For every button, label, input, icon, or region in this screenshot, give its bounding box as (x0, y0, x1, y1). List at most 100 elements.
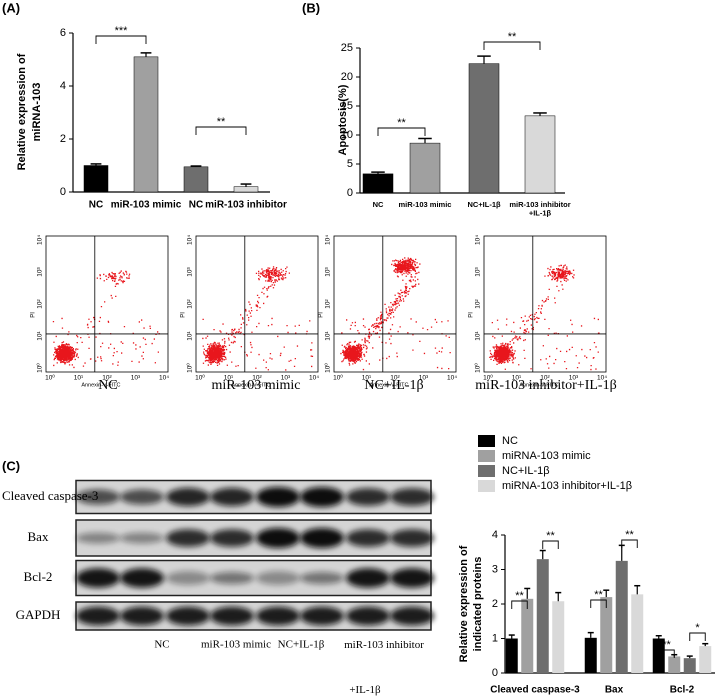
blot-band (256, 528, 300, 548)
bracket-line (511, 600, 528, 609)
x-tick-label: miR-103 mimic (111, 200, 182, 211)
bar (668, 656, 681, 673)
error-bar (190, 165, 202, 167)
blot-band (300, 487, 344, 507)
bracket-line (658, 649, 675, 658)
y-axis-label: Relative expression of (458, 545, 470, 662)
bar (699, 646, 712, 673)
lane-label: miR-103 inhibitor +IL-1β (344, 639, 424, 696)
flow-caption: NC (98, 378, 117, 393)
blot-band (120, 568, 164, 588)
blot-band (346, 568, 390, 588)
plot-frame (45, 235, 169, 373)
y-axis-label: PI (181, 312, 187, 318)
blot-strip (75, 519, 434, 557)
blot-strip (75, 559, 434, 597)
x-tick-label: 10² (390, 375, 400, 382)
x-tick-label: 10⁴ (159, 375, 169, 382)
y-tick-label: 0 (60, 186, 66, 198)
y-tick-label: 15 (341, 100, 353, 112)
y-axis-label: PI (31, 312, 37, 318)
blot-band (300, 606, 344, 626)
x-axis-label: Annexin-V-FITC (519, 382, 558, 388)
bar (536, 559, 549, 673)
error-bar (686, 655, 693, 659)
y-tick-label: 10⁰ (36, 363, 44, 373)
y-tick-label: 25 (341, 42, 353, 54)
error-bar (539, 549, 546, 560)
significance-bracket: ** (195, 116, 247, 135)
significance-bracket: ** (377, 117, 426, 136)
x-tick-label: Bax (605, 685, 624, 696)
blot-band (166, 529, 210, 547)
y-tick-label: 20 (341, 71, 353, 83)
row-label: Bax (28, 529, 49, 544)
x-axis-label: Annexin-V-FITC (369, 382, 408, 388)
x-tick-label: NC+IL-1β (467, 200, 501, 209)
significance-label: ** (515, 590, 524, 602)
x-tick-label: 10⁴ (447, 375, 457, 382)
bar (362, 173, 394, 194)
blot-band (166, 571, 210, 585)
x-tick-label: miR-103 inhibitor +IL-1β (509, 200, 570, 218)
x-tick-label: 10¹ (74, 375, 84, 382)
y-axis-label: Apoptosis(%) (337, 84, 349, 155)
y-tick-label: 4 (60, 80, 66, 92)
bar (683, 658, 696, 673)
panel-label: (C) (2, 458, 20, 473)
error-bar (240, 183, 252, 187)
y-tick-label: 10⁴ (187, 235, 194, 245)
blot-band (390, 606, 434, 626)
x-tick-label: NC (89, 200, 103, 211)
significance-label: ** (625, 529, 634, 541)
blot-band (120, 606, 164, 626)
x-tick-label: 10³ (131, 375, 141, 382)
blot-band (76, 532, 120, 544)
error-bar (533, 112, 547, 116)
blot-band (390, 568, 434, 588)
significance-label: ** (397, 117, 406, 129)
significance-bracket: ** (542, 530, 559, 549)
x-tick-label: miR-103 inhibitor (205, 200, 287, 211)
blot-band (210, 571, 254, 585)
error-bar (555, 591, 562, 602)
bracket-line (483, 41, 541, 50)
y-tick-label: 10¹ (475, 330, 482, 340)
legend-swatch (478, 480, 495, 492)
x-tick-label: 10¹ (224, 375, 234, 382)
panel-label: (A) (2, 0, 20, 15)
bar (631, 594, 644, 673)
plot-frame (195, 235, 319, 373)
blot-strip (75, 601, 434, 631)
significance-label: *** (115, 25, 129, 37)
y-tick-label: 10⁴ (37, 235, 44, 245)
y-axis-label: Relative expression of (16, 53, 28, 170)
lane-label: miR-103 mimic (201, 639, 271, 651)
bracket-line (590, 599, 607, 608)
blot-band (76, 489, 120, 505)
flow-dots (489, 264, 600, 371)
y-tick-label: 5 (347, 158, 353, 170)
row-label: Cleaved caspase-3 (2, 488, 98, 503)
blot-band (256, 487, 300, 507)
blot-band (300, 528, 344, 548)
legend-swatch (478, 450, 495, 462)
y-tick-label: 10¹ (325, 330, 332, 340)
y-axis-label: miRNA-103 (31, 83, 43, 142)
legend-label: NC+IL-1β (502, 465, 550, 477)
bar (133, 56, 159, 193)
y-tick-label: 1 (492, 632, 498, 644)
y-tick-label: 10⁴ (475, 235, 482, 245)
blot-band (76, 568, 120, 588)
significance-bracket: ** (483, 31, 541, 50)
x-tick-label: 10¹ (362, 375, 372, 382)
flow-dots (340, 257, 451, 371)
y-tick-label: 10² (475, 298, 482, 308)
significance-label: ** (594, 589, 603, 601)
x-tick-label: 10⁰ (45, 374, 55, 382)
blot-band (300, 571, 344, 585)
y-tick-label: 2 (492, 598, 498, 610)
lane-label: NC (154, 639, 169, 651)
